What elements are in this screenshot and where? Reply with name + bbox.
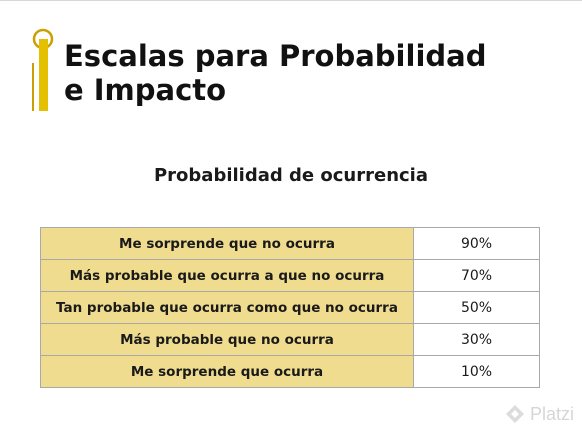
- row-value: 30%: [413, 323, 540, 356]
- probability-scale-table: Me sorprende que no ocurra 90% Más proba…: [40, 227, 540, 388]
- table-row: Más probable que ocurra a que no ocurra …: [40, 259, 540, 292]
- platzi-logo-icon: [505, 405, 524, 423]
- row-label: Tan probable que ocurra como que no ocur…: [40, 291, 414, 324]
- row-label: Me sorprende que no ocurra: [40, 227, 414, 260]
- watermark-text: Platzi: [529, 403, 574, 424]
- table-row: Tan probable que ocurra como que no ocur…: [40, 291, 540, 324]
- row-value: 50%: [413, 291, 540, 324]
- row-label: Más probable que ocurra a que no ocurra: [40, 259, 414, 292]
- row-value: 10%: [413, 355, 540, 388]
- slide-title: Escalas para Probabilidad e Impacto: [64, 39, 564, 107]
- table-row: Me sorprende que no ocurra 90%: [40, 227, 540, 260]
- row-label: Más probable que no ocurra: [40, 323, 414, 356]
- slide-title-line2: e Impacto: [64, 73, 227, 107]
- platzi-watermark: Platzi: [504, 403, 574, 425]
- slide-title-line1: Escalas para Probabilidad: [64, 39, 487, 73]
- brand-logo-icon: [32, 28, 54, 111]
- row-value: 90%: [413, 227, 540, 260]
- row-value: 70%: [413, 259, 540, 292]
- table-row: Me sorprende que ocurra 10%: [40, 355, 540, 388]
- table-row: Más probable que no ocurra 30%: [40, 323, 540, 356]
- table-title: Probabilidad de ocurrencia: [153, 165, 429, 186]
- row-label: Me sorprende que ocurra: [40, 355, 414, 388]
